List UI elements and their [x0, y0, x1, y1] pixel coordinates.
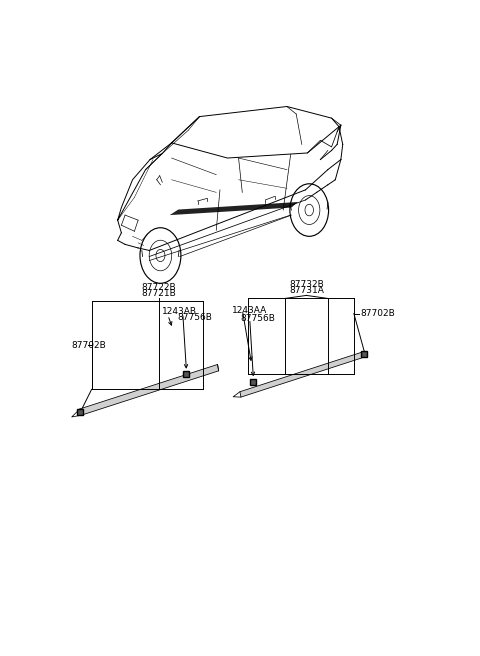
Text: 87721B: 87721B	[141, 289, 176, 298]
Polygon shape	[80, 365, 219, 415]
Text: 87731A: 87731A	[289, 287, 324, 295]
Text: 87702B: 87702B	[360, 309, 396, 318]
Text: 1243AA: 1243AA	[232, 306, 267, 315]
Text: 87756B: 87756B	[240, 314, 276, 323]
Text: 87732B: 87732B	[289, 280, 324, 289]
Polygon shape	[240, 352, 365, 397]
Text: 87702B: 87702B	[71, 340, 106, 350]
Text: 87756B: 87756B	[177, 313, 212, 322]
Text: 1243AB: 1243AB	[162, 307, 196, 316]
Polygon shape	[170, 202, 298, 215]
Text: 87722B: 87722B	[141, 283, 176, 292]
